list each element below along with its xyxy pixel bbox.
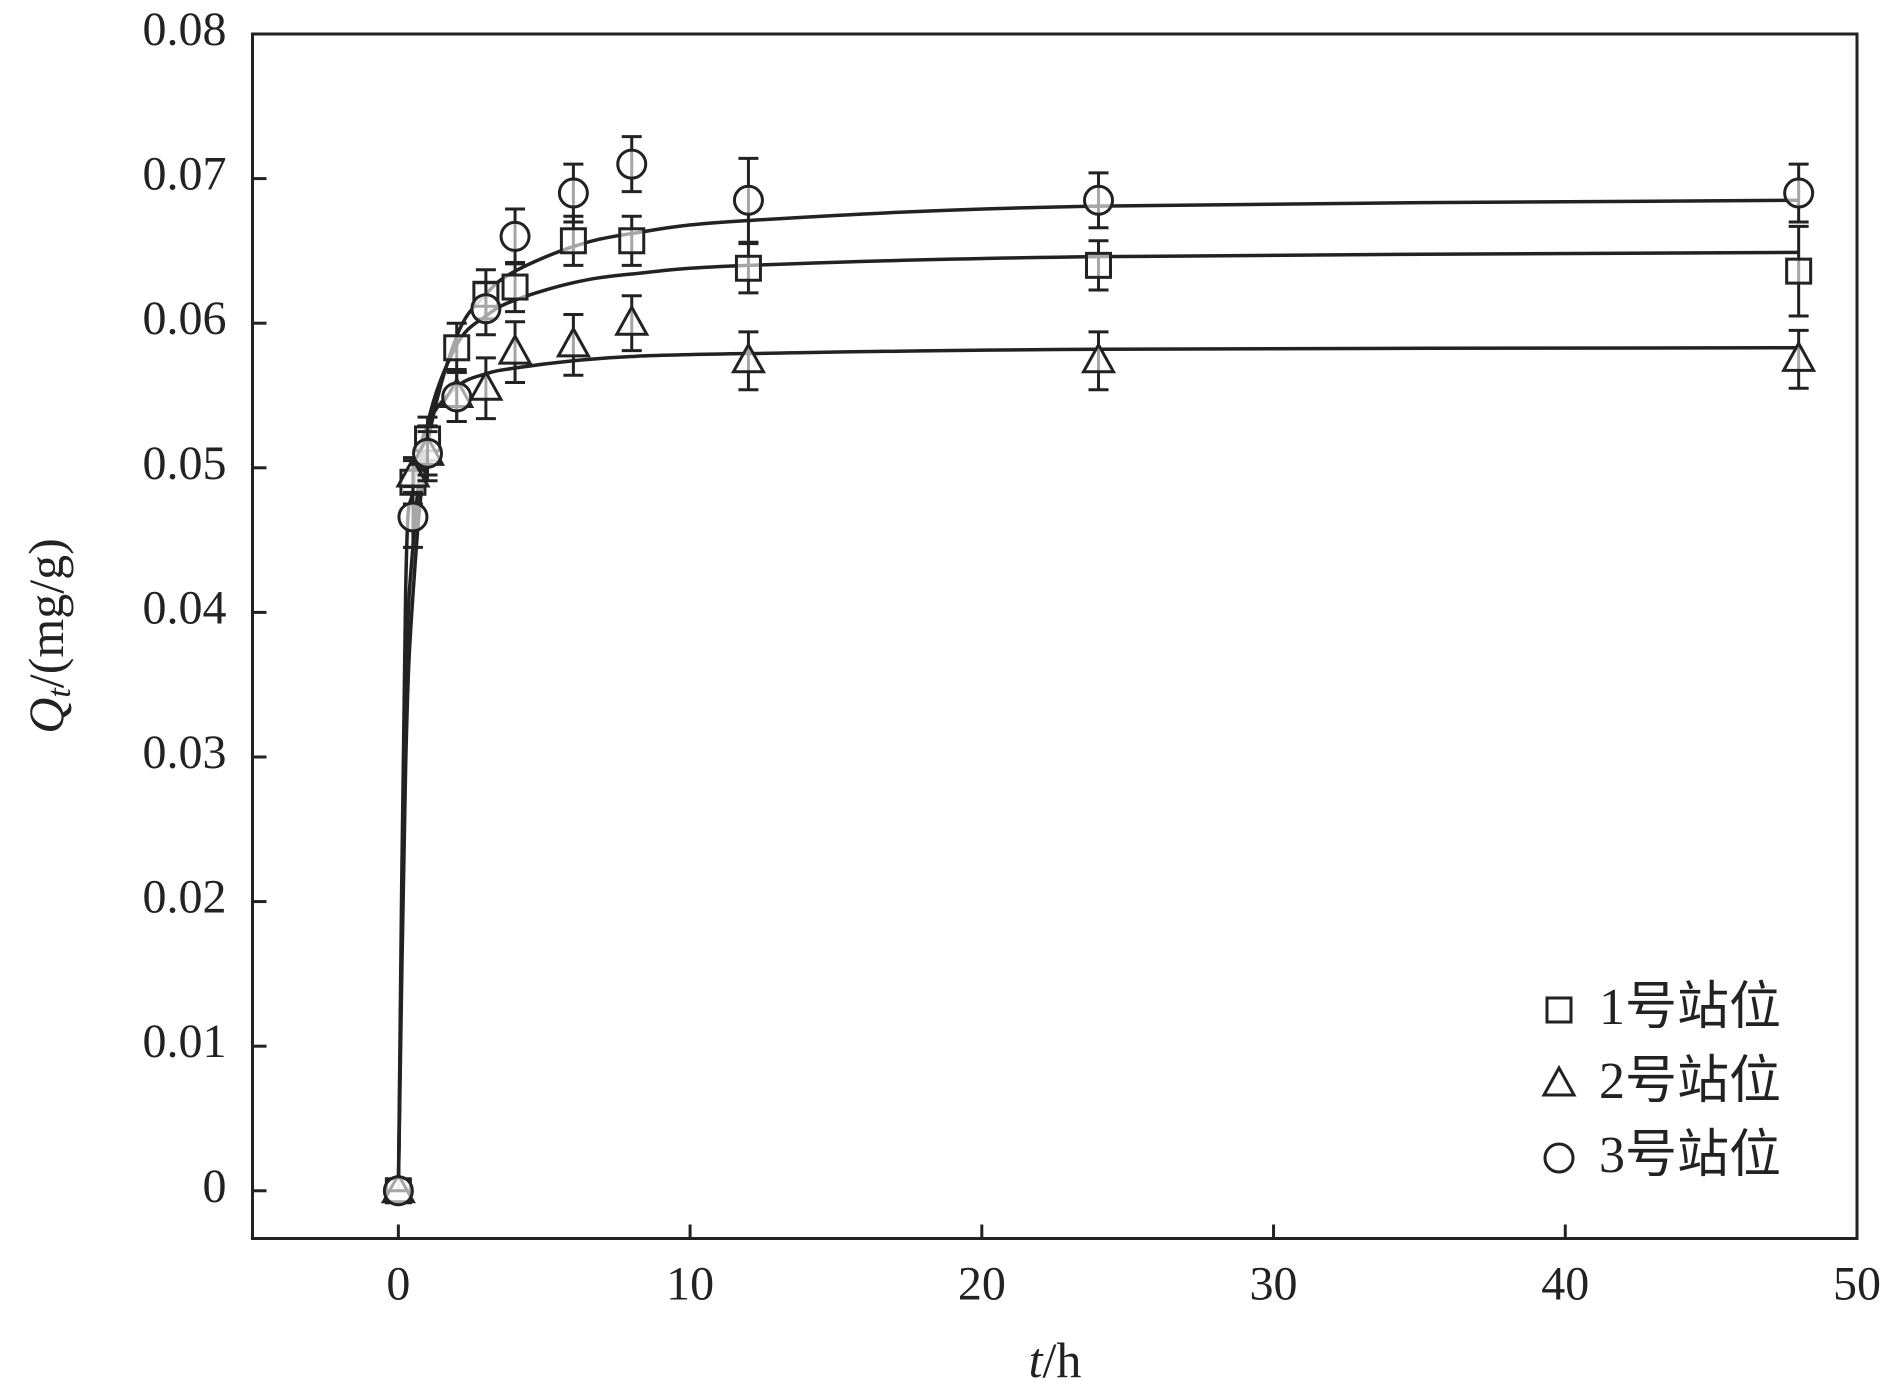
data-point bbox=[397, 501, 429, 533]
legend-marker bbox=[1541, 1064, 1577, 1097]
x-tick-label: 30 bbox=[1250, 1258, 1298, 1311]
x-tick-label: 40 bbox=[1541, 1258, 1589, 1311]
data-point bbox=[559, 227, 587, 255]
plot-frame bbox=[251, 32, 1859, 1240]
legend-label: 1号站位 bbox=[1599, 979, 1781, 1036]
y-label-subscript: t bbox=[41, 687, 78, 698]
x-label-symbol: t bbox=[1029, 1332, 1044, 1388]
legend-marker bbox=[1543, 1142, 1575, 1174]
data-point bbox=[614, 304, 650, 336]
data-point bbox=[1085, 251, 1113, 279]
y-tick-label: 0.06 bbox=[143, 292, 227, 345]
legend-label: 3号站位 bbox=[1599, 1127, 1781, 1184]
legend-marker bbox=[1545, 996, 1573, 1024]
data-point bbox=[468, 369, 504, 401]
y-tick-label: 0.01 bbox=[143, 1015, 227, 1068]
x-tick-label: 10 bbox=[666, 1258, 714, 1311]
data-point bbox=[497, 333, 533, 365]
y-label-symbol: Q bbox=[18, 698, 74, 734]
data-point bbox=[412, 437, 444, 469]
y-tick-label: 0.07 bbox=[143, 148, 227, 201]
x-axis-label: t/h bbox=[1029, 1332, 1082, 1388]
data-point bbox=[732, 184, 764, 216]
data-point bbox=[734, 254, 762, 282]
data-point bbox=[499, 220, 531, 252]
data-point bbox=[557, 177, 589, 209]
y-tick-label: 0.05 bbox=[143, 437, 227, 490]
data-point bbox=[443, 334, 471, 362]
legend-label: 2号站位 bbox=[1599, 1053, 1781, 1110]
x-tick-label: 0 bbox=[386, 1258, 410, 1311]
data-point bbox=[1080, 341, 1117, 374]
data-point bbox=[1785, 257, 1813, 285]
data-point bbox=[616, 148, 648, 180]
data-point bbox=[470, 293, 502, 325]
data-point bbox=[1783, 177, 1815, 209]
data-point bbox=[501, 273, 529, 301]
data-point bbox=[555, 325, 591, 358]
y-tick-label: 0 bbox=[203, 1160, 227, 1213]
data-point bbox=[382, 1175, 414, 1207]
fit-curve bbox=[396, 250, 1799, 1191]
y-tick-label: 0.08 bbox=[143, 3, 227, 56]
x-tick-label: 50 bbox=[1833, 1258, 1881, 1311]
data-point bbox=[1083, 184, 1115, 216]
data-point bbox=[441, 381, 473, 413]
data-point bbox=[730, 341, 766, 374]
x-tick-label: 20 bbox=[958, 1258, 1006, 1311]
y-axis-label: Qt/(mg/g) bbox=[18, 538, 77, 734]
x-label-unit: /h bbox=[1043, 1332, 1082, 1388]
y-tick-label: 0.04 bbox=[143, 581, 227, 634]
y-tick-label: 0.02 bbox=[143, 871, 227, 924]
data-point bbox=[618, 227, 646, 255]
data-point bbox=[1781, 340, 1817, 372]
y-tick-label: 0.03 bbox=[143, 726, 227, 779]
y-label-unit: /(mg/g) bbox=[18, 538, 74, 688]
fit-curve bbox=[396, 346, 1799, 1191]
